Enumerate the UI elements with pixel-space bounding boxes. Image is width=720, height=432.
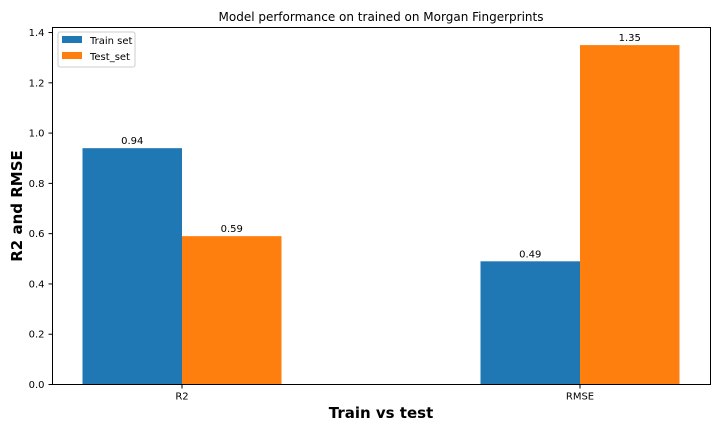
y-tick-label: 0.6 <box>29 229 45 240</box>
x-tick-label: R2 <box>175 392 188 403</box>
y-tick-label: 1.0 <box>29 129 45 140</box>
y-tick-label: 0.0 <box>29 380 45 391</box>
y-tick-label: 1.4 <box>29 28 45 39</box>
bars-group <box>82 45 680 385</box>
bar-test-set-rmse <box>580 45 680 385</box>
legend-swatch-train <box>62 36 82 43</box>
y-tick-label: 1.2 <box>29 78 45 89</box>
x-axis-ticks: R2 RMSE <box>175 384 594 403</box>
bar-test-set-r2 <box>182 236 282 385</box>
y-tick-label: 0.2 <box>29 330 45 341</box>
x-axis-label: Train vs test <box>329 404 434 422</box>
bar-value-label: 0.59 <box>221 224 243 235</box>
bar-train-set-r2 <box>82 148 182 385</box>
plot-frame <box>52 27 711 385</box>
x-tick-label: RMSE <box>566 392 594 403</box>
legend-label-test: Test_set <box>89 52 130 63</box>
bar-labels-group: 0.94 0.49 0.59 1.35 <box>121 33 641 260</box>
y-tick-label: 0.8 <box>29 179 45 190</box>
bar-train-set-rmse <box>480 261 580 385</box>
chart-title: Model performance on trained on Morgan F… <box>219 10 544 24</box>
bar-value-label: 0.94 <box>121 136 143 147</box>
y-axis-label: R2 and RMSE <box>8 150 26 262</box>
legend: Train set Test_set <box>57 31 136 68</box>
legend-swatch-test <box>62 52 82 59</box>
bar-value-label: 0.49 <box>519 249 541 260</box>
y-tick-label: 0.4 <box>29 279 45 290</box>
y-axis-ticks: 0.0 0.2 0.4 0.6 0.8 1.0 1.2 1.4 <box>29 28 53 391</box>
bar-value-label: 1.35 <box>619 33 641 44</box>
legend-label-train: Train set <box>89 36 133 47</box>
